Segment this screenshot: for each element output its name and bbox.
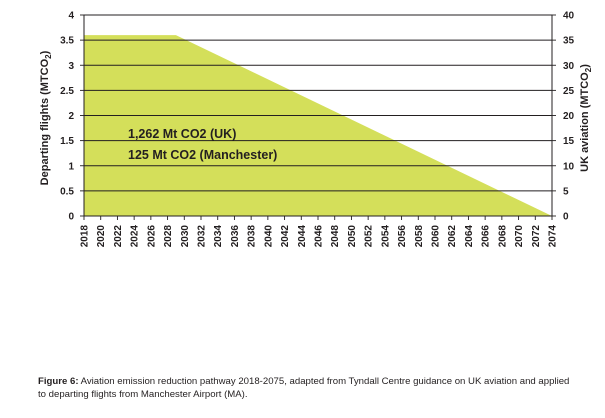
caption-text: Aviation emission reduction pathway 2018…	[38, 376, 570, 400]
x-tick-label: 2066	[481, 225, 492, 248]
annotation-manchester-total: 125 Mt CO2 (Manchester)	[128, 148, 277, 162]
x-tick-label: 2028	[163, 225, 174, 248]
x-tick-label: 2060	[431, 225, 442, 248]
x-tick-label: 2068	[497, 225, 508, 248]
area-series	[84, 35, 552, 216]
x-tick-label: 2056	[397, 225, 408, 248]
right-tick-label: 40	[563, 11, 575, 22]
right-tick-label: 20	[563, 111, 575, 122]
x-tick-label: 2064	[464, 225, 475, 248]
caption-label: Figure 6:	[38, 376, 79, 387]
x-tick-label: 2038	[247, 225, 258, 248]
x-tick-label: 2052	[364, 225, 375, 248]
right-tick-label: 30	[563, 61, 575, 72]
left-y-ticks: 0 0.5 1 1.5 2 2.5 3 3.5 4	[60, 11, 84, 223]
x-tick-label: 2042	[280, 225, 291, 248]
annotation-uk-total: 1,262 Mt CO2 (UK)	[128, 127, 236, 141]
right-y-ticks: 0 5 10 15 20 25 30 35 40	[552, 11, 575, 223]
x-tick-label: 2032	[197, 225, 208, 248]
x-tick-label: 2054	[380, 225, 391, 248]
x-tick-label: 2040	[263, 225, 274, 248]
left-y-axis-label: Departing flights (MTCO2)	[39, 50, 53, 185]
x-tick-label: 2046	[314, 225, 325, 248]
x-tick-label: 2050	[347, 225, 358, 248]
x-tick-label: 2030	[180, 225, 191, 248]
x-tick-label: 2062	[447, 225, 458, 248]
x-tick-label: 2022	[113, 225, 124, 248]
right-tick-label: 25	[563, 86, 575, 97]
right-tick-label: 10	[563, 161, 575, 172]
grid-lines	[84, 39, 552, 192]
x-tick-label: 2026	[146, 225, 157, 248]
x-tick-label: 2074	[548, 225, 559, 248]
x-tick-label: 2024	[130, 225, 141, 248]
left-tick-label: 2	[68, 111, 74, 122]
x-axis-ticks: 2018 2020 2022 2024 2026 2028 2030 2032 2034 2036…	[80, 216, 559, 247]
x-tick-label: 2036	[230, 225, 241, 248]
right-tick-label: 5	[563, 186, 569, 197]
left-tick-label: 0.5	[60, 186, 74, 197]
left-tick-label: 2.5	[60, 86, 74, 97]
left-tick-label: 4	[68, 11, 74, 22]
figure-caption: Figure 6: Aviation emission reduction pa…	[38, 376, 578, 401]
x-tick-label: 2044	[297, 225, 308, 248]
x-tick-label: 2018	[80, 225, 91, 248]
x-tick-label: 2072	[531, 225, 542, 248]
left-tick-label: 3.5	[60, 36, 74, 47]
x-tick-label: 2020	[96, 225, 107, 248]
right-tick-label: 15	[563, 136, 575, 147]
right-tick-label: 0	[563, 212, 569, 223]
left-tick-label: 1.5	[60, 136, 74, 147]
right-y-axis-label: UK aviation (MTCO2)	[579, 64, 593, 172]
right-tick-label: 35	[563, 36, 575, 47]
x-tick-label: 2070	[514, 225, 525, 248]
x-tick-label: 2048	[330, 225, 341, 248]
left-tick-label: 0	[68, 212, 74, 223]
left-tick-label: 1	[68, 161, 74, 172]
x-tick-label: 2058	[414, 225, 425, 248]
x-tick-label: 2034	[213, 225, 224, 248]
left-tick-label: 3	[68, 61, 74, 72]
